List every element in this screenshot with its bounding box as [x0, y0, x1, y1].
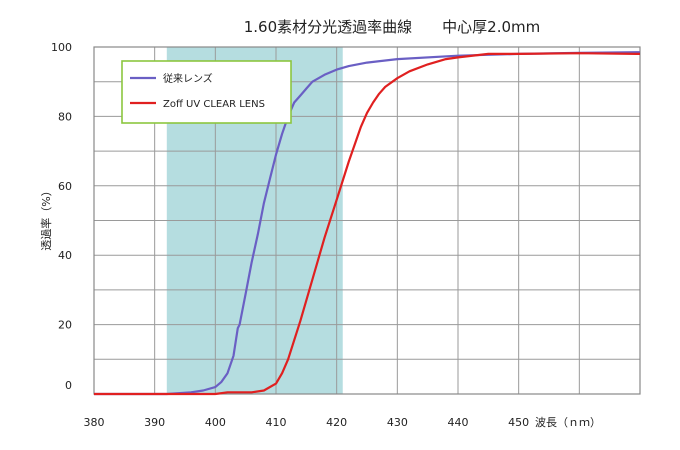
series-line-2 — [94, 52, 641, 396]
x-axis-label: 波長（ｎｍ） — [535, 416, 601, 429]
y-tick-label: 100 — [51, 41, 72, 54]
legend: 従来レンズ Zoff UV CLEAR LENS — [121, 60, 292, 124]
legend-entry: 従来レンズ — [163, 72, 213, 85]
x-tick-label: 390 — [144, 416, 165, 429]
y-tick-label: 80 — [58, 110, 72, 123]
y-tick-label: 60 — [58, 180, 72, 193]
x-tick-label: 420 — [326, 416, 347, 429]
x-tick-label: 410 — [266, 416, 287, 429]
y-tick-label: 40 — [58, 249, 72, 262]
y-tick-label: 20 — [58, 319, 72, 332]
x-tick-label: 380 — [84, 416, 105, 429]
y-tick-label: 0 — [65, 379, 72, 392]
x-tick-label: 400 — [205, 416, 226, 429]
x-tick-label: 450 — [508, 416, 529, 429]
legend-entry: Zoff UV CLEAR LENS — [163, 99, 265, 110]
x-tick-label: 440 — [448, 416, 469, 429]
x-tick-label: 430 — [387, 416, 408, 429]
y-axis-label: 透過率（%） — [39, 185, 53, 250]
plot-frame — [93, 46, 641, 395]
chart-title: 1.60素材分光透過率曲線 中心厚2.0mm — [244, 18, 540, 36]
series-line-1 — [94, 51, 641, 396]
legend-box — [121, 60, 292, 124]
